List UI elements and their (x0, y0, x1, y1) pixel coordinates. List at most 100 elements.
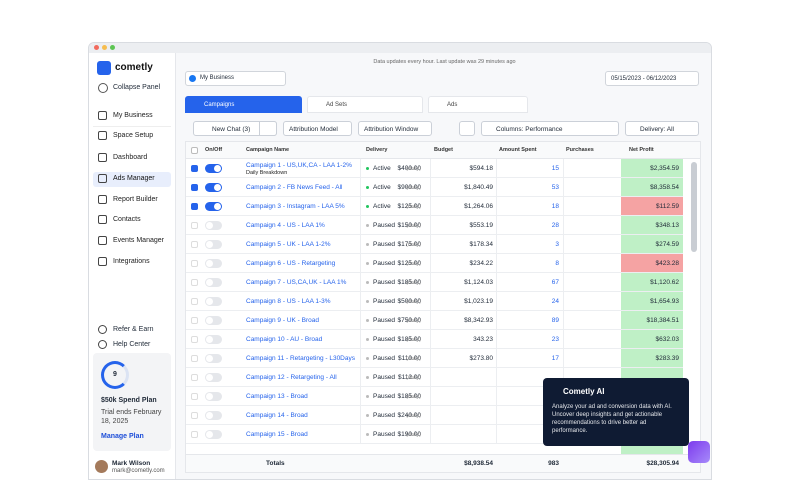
delivery-dot (366, 262, 369, 265)
row-checkbox[interactable] (191, 412, 198, 419)
row-checkbox[interactable] (191, 298, 198, 305)
campaign-name[interactable]: Campaign 10 - AU - Broad (246, 336, 323, 343)
chat-dropdown[interactable] (259, 121, 277, 136)
campaign-name[interactable]: Campaign 1 - US,UK,CA - LAA 1-2% (246, 162, 352, 169)
toggle[interactable] (205, 164, 222, 173)
campaign-name[interactable]: Campaign 13 - Broad (246, 393, 308, 400)
toggle[interactable] (205, 335, 222, 344)
col-divider (360, 216, 361, 235)
toggle[interactable] (205, 316, 222, 325)
daily-breakdown[interactable]: Daily Breakdown (246, 170, 288, 176)
campaign-name[interactable]: Campaign 5 - UK - LAA 1-2% (246, 241, 331, 248)
budget: $150.00 (397, 222, 422, 229)
budget: $185.00 (397, 279, 422, 286)
toolbar-button[interactable]: New Chat (3) (193, 121, 277, 136)
nav-item[interactable]: Ads Manager (113, 175, 155, 182)
toolbar-button[interactable]: Attribution Window (358, 121, 432, 136)
toggle[interactable] (205, 373, 222, 382)
ai-button[interactable] (688, 441, 710, 463)
delivery: Paused (373, 241, 396, 248)
toggle[interactable] (205, 430, 222, 439)
toggle[interactable] (205, 221, 222, 230)
toggle[interactable] (205, 259, 222, 268)
delivery: Active (373, 184, 391, 191)
col-divider (496, 273, 497, 292)
row-checkbox[interactable] (191, 184, 198, 191)
row-checkbox[interactable] (191, 431, 198, 438)
business-select[interactable] (185, 71, 286, 86)
toggle[interactable] (205, 297, 222, 306)
main: Data updates every hour. Last update was… (176, 53, 711, 479)
nav-item[interactable]: Integrations (113, 258, 150, 265)
campaign-name[interactable]: Campaign 11 - Retargeting - L30Days (246, 355, 355, 362)
campaign-name[interactable]: Campaign 3 - Instagram - LAA 5% (246, 203, 345, 210)
nav-item[interactable]: Refer & Earn (113, 326, 154, 333)
toolbar-button[interactable]: Delivery: All (625, 121, 699, 136)
col-divider (360, 330, 361, 349)
toggle[interactable] (205, 411, 222, 420)
nav-item[interactable]: Space Setup (113, 132, 154, 139)
budget-note: (daily) (406, 279, 421, 286)
toggle[interactable] (205, 183, 222, 192)
row-checkbox[interactable] (191, 260, 198, 267)
delivery-dot (366, 414, 369, 417)
net-profit: $8,358.54 (650, 184, 679, 191)
campaign-name[interactable]: Campaign 8 - US - LAA 1-3% (246, 298, 331, 305)
delivery: Paused (373, 374, 396, 381)
toggle[interactable] (205, 354, 222, 363)
col-divider (496, 387, 497, 406)
campaign-name[interactable]: Campaign 2 - FB News Feed - All (246, 184, 343, 191)
toggle[interactable] (205, 240, 222, 249)
budget: $175.00 (397, 241, 422, 248)
net-profit: $283.39 (655, 355, 680, 362)
campaign-name[interactable]: Campaign 4 - US - LAA 1% (246, 222, 325, 229)
row-checkbox[interactable] (191, 393, 198, 400)
purchases: 89 (551, 317, 559, 324)
col-divider (430, 368, 431, 387)
row-checkbox[interactable] (191, 317, 198, 324)
col-divider (563, 368, 564, 387)
campaign-name[interactable]: Campaign 7 - US,CA,UK - LAA 1% (246, 279, 347, 286)
tab[interactable]: Ads (428, 96, 528, 113)
tab[interactable]: Campaigns (185, 96, 302, 113)
campaign-name[interactable]: Campaign 14 - Broad (246, 412, 308, 419)
row-checkbox[interactable] (191, 222, 198, 229)
col-divider (563, 311, 564, 330)
purchases: 8 (555, 260, 559, 267)
toggle-knob (206, 336, 213, 343)
nav-item[interactable]: Help Center (113, 341, 151, 348)
toggle[interactable] (205, 202, 222, 211)
tab[interactable]: Ad Sets (307, 96, 423, 113)
row-checkbox[interactable] (191, 241, 198, 248)
toolbar-button[interactable]: Columns: Performance (481, 121, 619, 136)
nav-item[interactable]: My Business (113, 112, 153, 119)
filter-button[interactable] (459, 121, 475, 136)
row-checkbox[interactable] (191, 374, 198, 381)
row-checkbox[interactable] (191, 355, 198, 362)
nav-item[interactable]: Dashboard (113, 154, 148, 161)
budget: $750.00 (397, 317, 422, 324)
campaign-name[interactable]: Campaign 12 - Retargeting - All (246, 374, 337, 381)
nav-icon (98, 257, 107, 266)
collapse-panel[interactable]: Collapse Panel (113, 84, 161, 91)
nav-item[interactable]: Contacts (113, 216, 141, 223)
amount-spent: $1,840.49 (464, 184, 493, 191)
toggle[interactable] (205, 392, 222, 401)
sidebar: cometly Collapse Panel My Business Space Se… (89, 53, 176, 479)
manage-plan[interactable]: Manage Plan (101, 433, 144, 440)
totals-label: Totals (266, 460, 285, 467)
toolbar-button[interactable]: Attribution Model (283, 121, 352, 136)
ai-popup: Cometly AI Analyze your ad and conversion… (543, 378, 689, 446)
nav-item[interactable]: Report Builder (113, 196, 158, 203)
row-checkbox[interactable] (191, 336, 198, 343)
ai-close[interactable] (673, 385, 681, 393)
campaign-name[interactable]: Campaign 9 - UK - Broad (246, 317, 319, 324)
row-checkbox[interactable] (191, 203, 198, 210)
toggle[interactable] (205, 278, 222, 287)
campaign-name[interactable]: Campaign 15 - Broad (246, 431, 308, 438)
row-checkbox[interactable] (191, 279, 198, 286)
date-range[interactable]: 05/15/2023 - 06/12/2023 (605, 71, 699, 86)
campaign-name[interactable]: Campaign 6 - US - Retargeting (246, 260, 336, 267)
nav-item[interactable]: Events Manager (113, 237, 164, 244)
row-checkbox[interactable] (191, 165, 198, 172)
